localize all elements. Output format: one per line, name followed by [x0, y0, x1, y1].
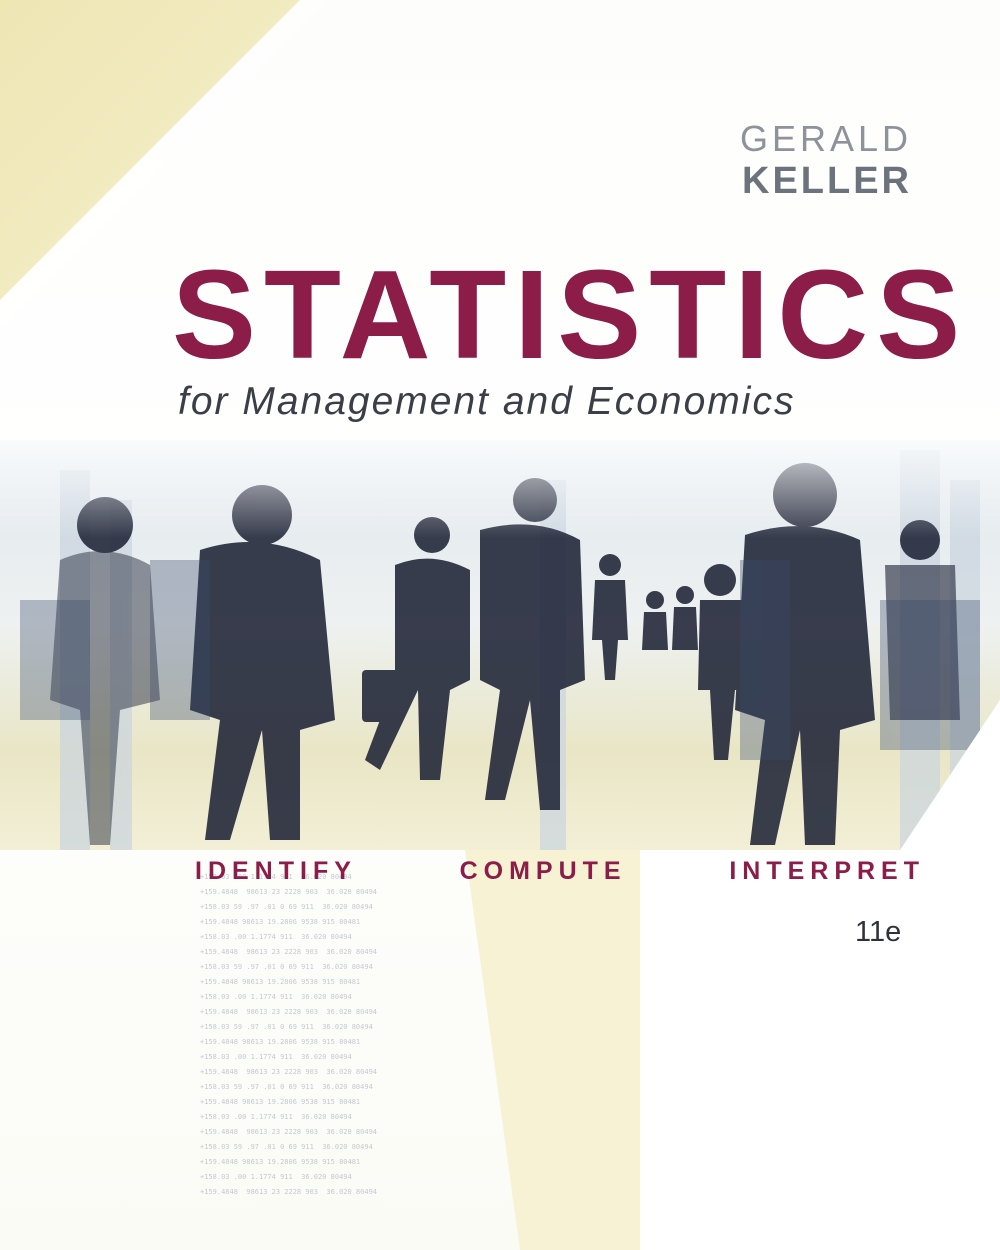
author-last-name: KELLER [742, 160, 912, 202]
tagline-word-compute: COMPUTE [459, 857, 627, 885]
cream-strip-bottom [465, 850, 690, 1250]
tagline: IDENTIFY COMPUTE INTERPRET [195, 857, 925, 886]
data-texture: +158.03 .00 1.1774 911 36.020 80494 +159… [200, 873, 378, 1196]
photo-band [0, 440, 1000, 850]
book-subtitle: for Management and Economics [178, 380, 796, 423]
book-title: STATISTICS [172, 244, 969, 385]
edition-label: 11e [855, 916, 902, 948]
author-first-name: GERALD [739, 118, 912, 159]
tagline-word-interpret: INTERPRET [729, 857, 925, 885]
tagline-word-identify: IDENTIFY [195, 857, 357, 885]
